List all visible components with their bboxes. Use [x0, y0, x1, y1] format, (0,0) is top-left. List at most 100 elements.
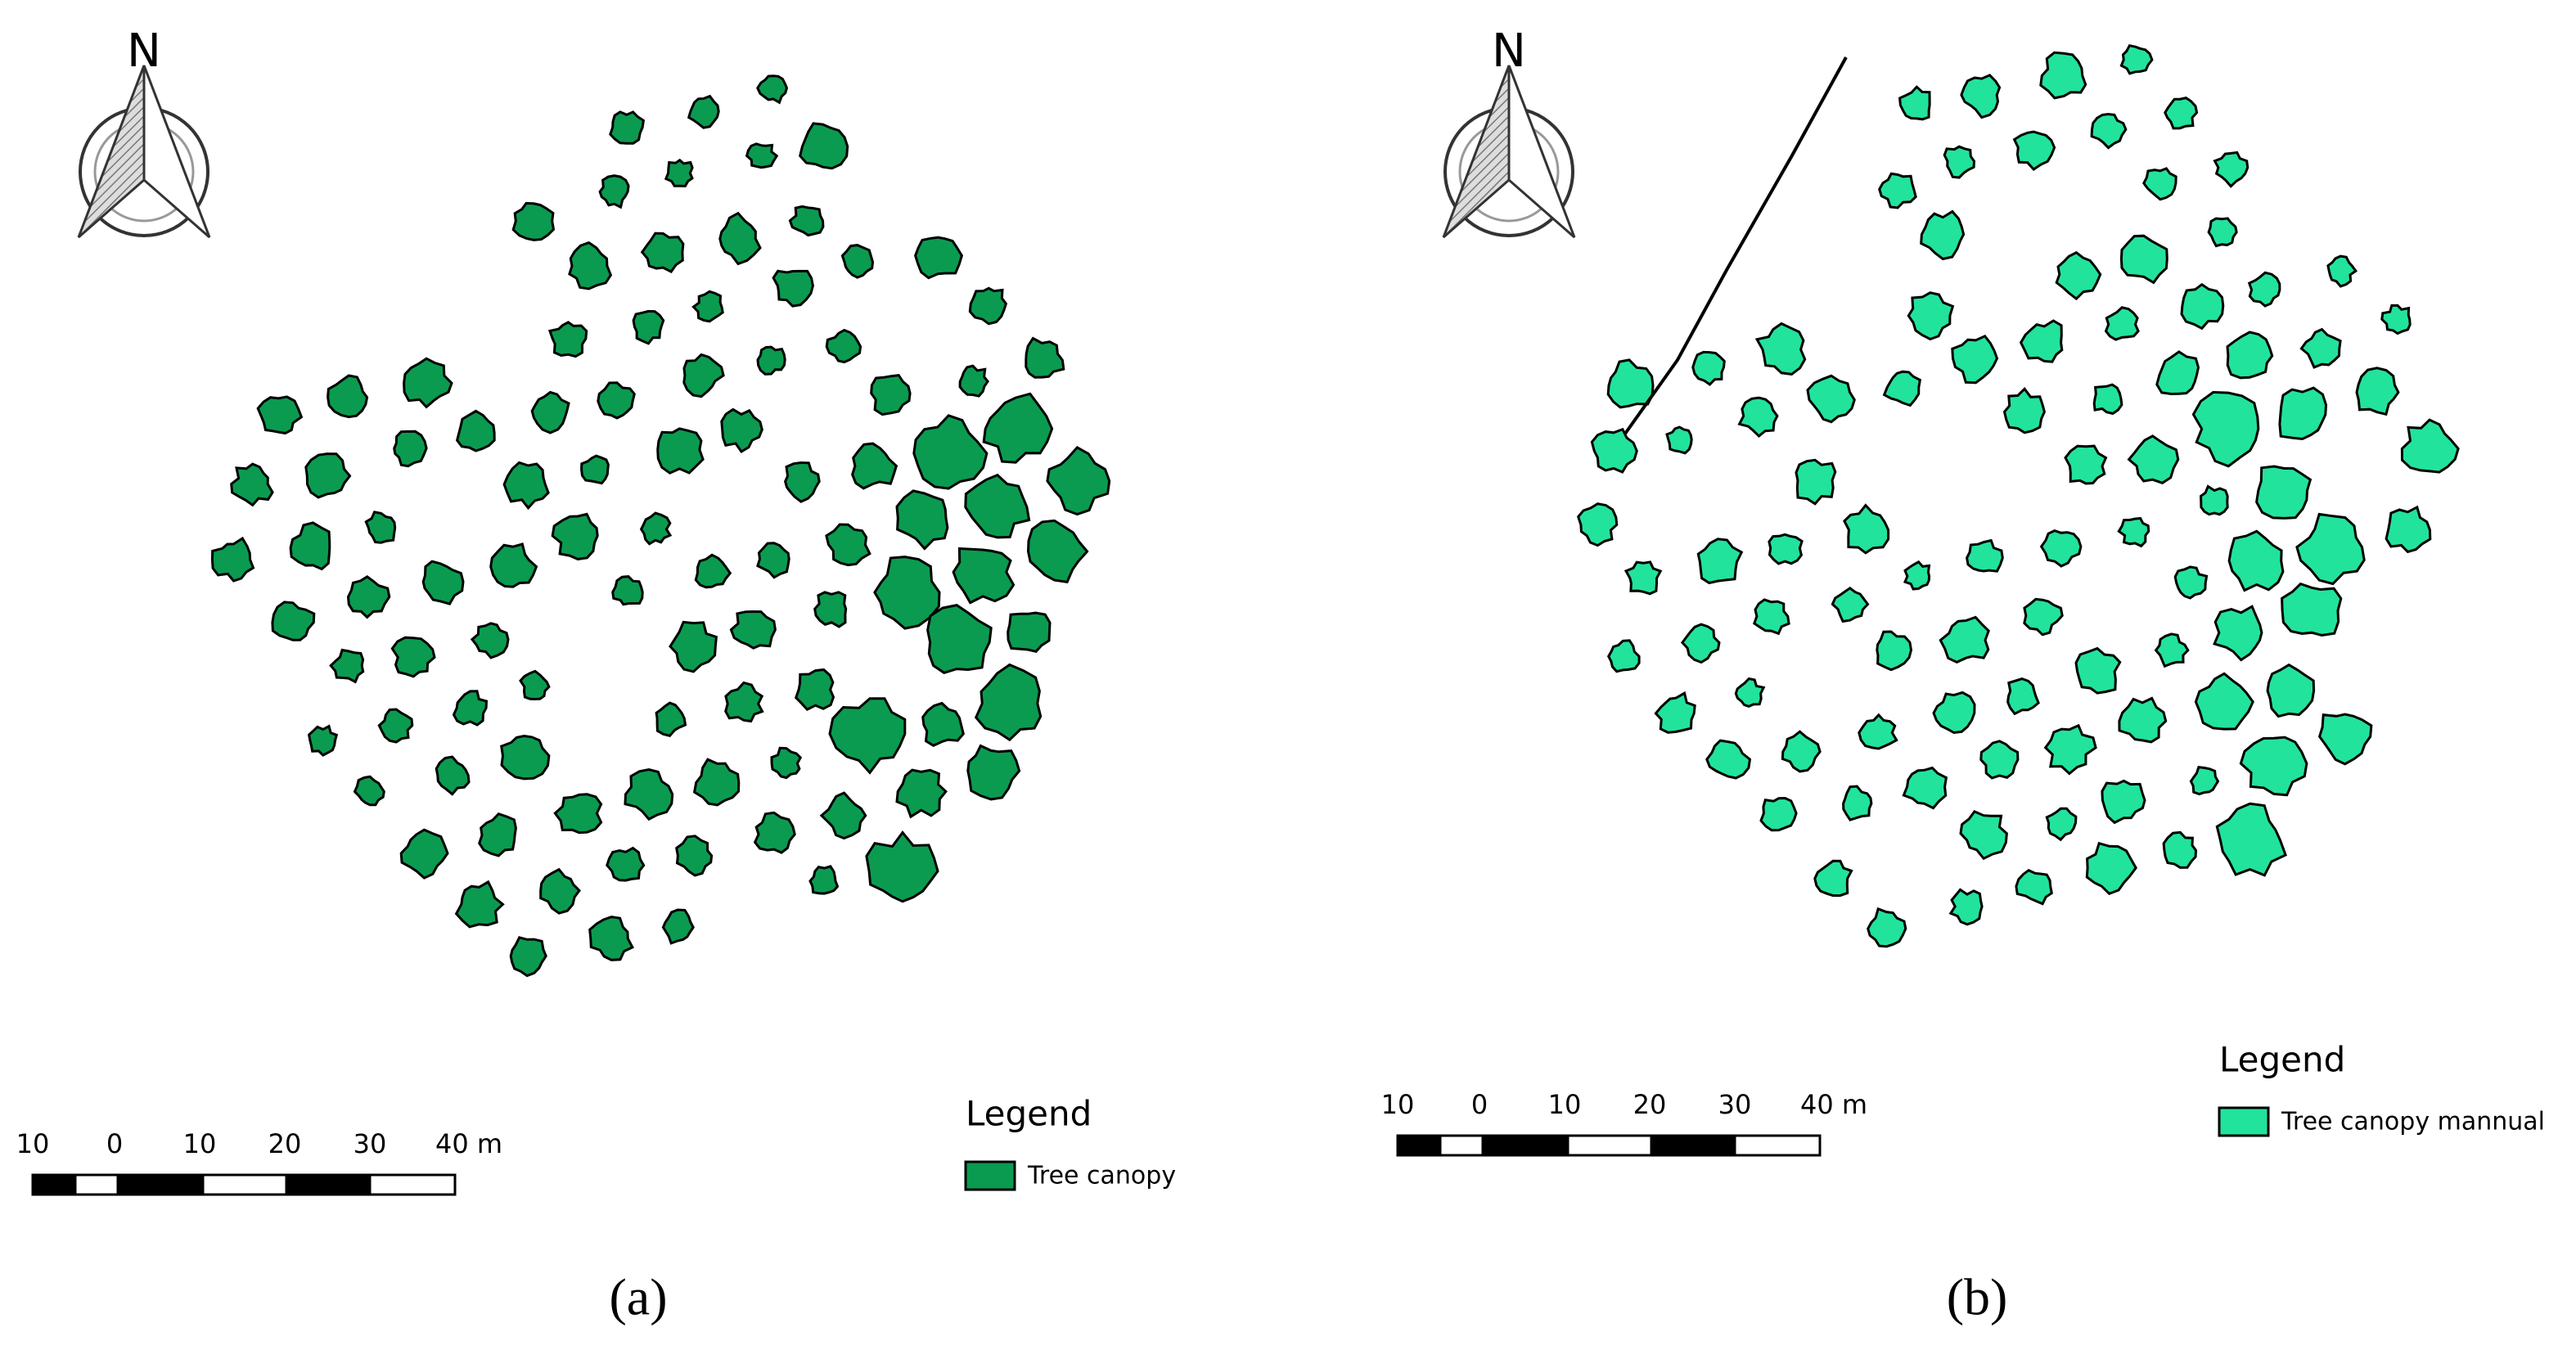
- tree-crown: [828, 697, 907, 775]
- tree-crown: [2255, 465, 2313, 520]
- tree-crown: [2162, 830, 2198, 869]
- tree-crown: [1026, 519, 1089, 584]
- legend: Legend Tree canopy mannual: [2218, 1040, 2545, 1137]
- tree-crown: [2191, 390, 2260, 468]
- scale-segment: [1566, 1134, 1653, 1157]
- caption: (b): [1947, 1268, 2008, 1326]
- scale-segment: [368, 1173, 457, 1196]
- tree-crown: [2227, 529, 2285, 592]
- tree-crown: [1577, 502, 1619, 547]
- tree-crown: [271, 601, 316, 641]
- scale-segment: [1481, 1134, 1569, 1157]
- tree-crown: [2213, 151, 2249, 188]
- tree-crown: [756, 74, 789, 105]
- tree-crown: [1813, 859, 1853, 898]
- tree-crown: [502, 461, 550, 511]
- tree-crown: [2299, 327, 2342, 369]
- tree-crown: [1878, 172, 1917, 209]
- tree-crowns: [1577, 44, 2460, 948]
- tree-crown: [720, 407, 763, 454]
- tree-crown: [1907, 291, 1955, 341]
- boundary-line: [1624, 56, 1848, 435]
- tree-crown: [1903, 560, 1931, 591]
- tree-crown: [1606, 639, 1641, 673]
- tree-crown: [1902, 766, 1948, 810]
- tree-crown: [2118, 696, 2168, 744]
- tree-crown: [1842, 785, 1873, 821]
- tree-crown: [2064, 444, 2108, 485]
- arrow-right: [142, 65, 211, 239]
- tree-crown: [547, 321, 588, 358]
- tree-crown: [870, 374, 912, 416]
- tree-crown: [2213, 605, 2263, 662]
- tree-crown: [669, 620, 718, 673]
- tree-crown: [799, 122, 849, 170]
- tree-crown: [2119, 234, 2168, 285]
- tree-crown: [692, 758, 741, 807]
- tree-crown: [435, 755, 471, 796]
- tree-crown: [1960, 74, 2002, 119]
- tree-crown: [2074, 646, 2122, 695]
- tree-crown: [788, 205, 825, 237]
- tree-crown: [724, 681, 764, 723]
- tree-crown: [2085, 841, 2137, 896]
- legend: Legend Tree canopy: [964, 1094, 1176, 1191]
- scale-label: 10: [1548, 1089, 1582, 1120]
- tree-crown: [421, 560, 465, 605]
- caption: (a): [609, 1268, 667, 1326]
- tree-crown: [553, 793, 603, 835]
- tree-crown: [1046, 446, 1111, 516]
- scale-segment: [31, 1173, 77, 1196]
- tree-crown: [2226, 331, 2274, 380]
- north-arrow: N: [1442, 25, 1576, 239]
- scale-label: 20: [268, 1128, 302, 1159]
- tree-crown: [756, 542, 790, 579]
- tree-crown: [539, 867, 581, 915]
- tree-crown: [851, 442, 898, 490]
- north-arrow: N: [77, 25, 211, 239]
- north-label: N: [1492, 25, 1526, 78]
- tree-crown: [784, 461, 821, 503]
- tree-crowns: [210, 74, 1111, 978]
- tree-crown: [327, 374, 369, 419]
- tree-crown: [454, 880, 505, 929]
- tree-crown: [1966, 538, 2004, 573]
- scale-label: 0: [106, 1128, 123, 1159]
- arrow-right: [1507, 65, 1576, 239]
- tree-crown: [1705, 739, 1752, 780]
- tree-crown: [2266, 663, 2316, 718]
- tree-crown: [598, 174, 630, 209]
- scale-label: 30: [1718, 1089, 1752, 1120]
- tree-crown: [964, 473, 1031, 539]
- map-panel: N 10 0 10 20 30 40 m Legend Tree canopy mannual (…: [1381, 25, 2545, 1326]
- tree-crown: [2101, 779, 2146, 825]
- legend-swatch: [2218, 1106, 2270, 1137]
- tree-crown: [509, 936, 547, 978]
- tree-crown: [1843, 503, 1890, 555]
- tree-crown: [1858, 713, 1898, 750]
- tree-crown: [694, 553, 732, 589]
- tree-crown: [655, 701, 687, 737]
- tree-crown: [1898, 85, 1931, 121]
- tree-crown: [2012, 130, 2056, 171]
- scale-label: 10: [1381, 1089, 1415, 1120]
- scale-segment: [74, 1173, 119, 1196]
- tree-crown: [2127, 434, 2180, 484]
- tree-crown: [914, 236, 964, 280]
- tree-crown: [2199, 484, 2229, 516]
- tree-crown: [2239, 736, 2308, 797]
- tree-crown: [2355, 367, 2400, 416]
- tree-crown: [519, 669, 551, 701]
- tree-crown: [2400, 418, 2460, 474]
- tree-crown: [1007, 611, 1052, 653]
- tree-crown: [1943, 145, 1976, 179]
- tree-crown: [664, 158, 694, 188]
- tree-crown: [1665, 425, 1693, 455]
- tree-crown: [2154, 632, 2190, 668]
- tree-crown: [819, 791, 867, 840]
- scale-label: 0: [1471, 1089, 1488, 1120]
- tree-crown: [478, 812, 517, 857]
- tree-crown: [304, 452, 352, 499]
- map-panel: N 10 0 10 20 30 40 m Legend Tree canopy (a): [16, 25, 1176, 1326]
- tree-crown: [609, 110, 646, 145]
